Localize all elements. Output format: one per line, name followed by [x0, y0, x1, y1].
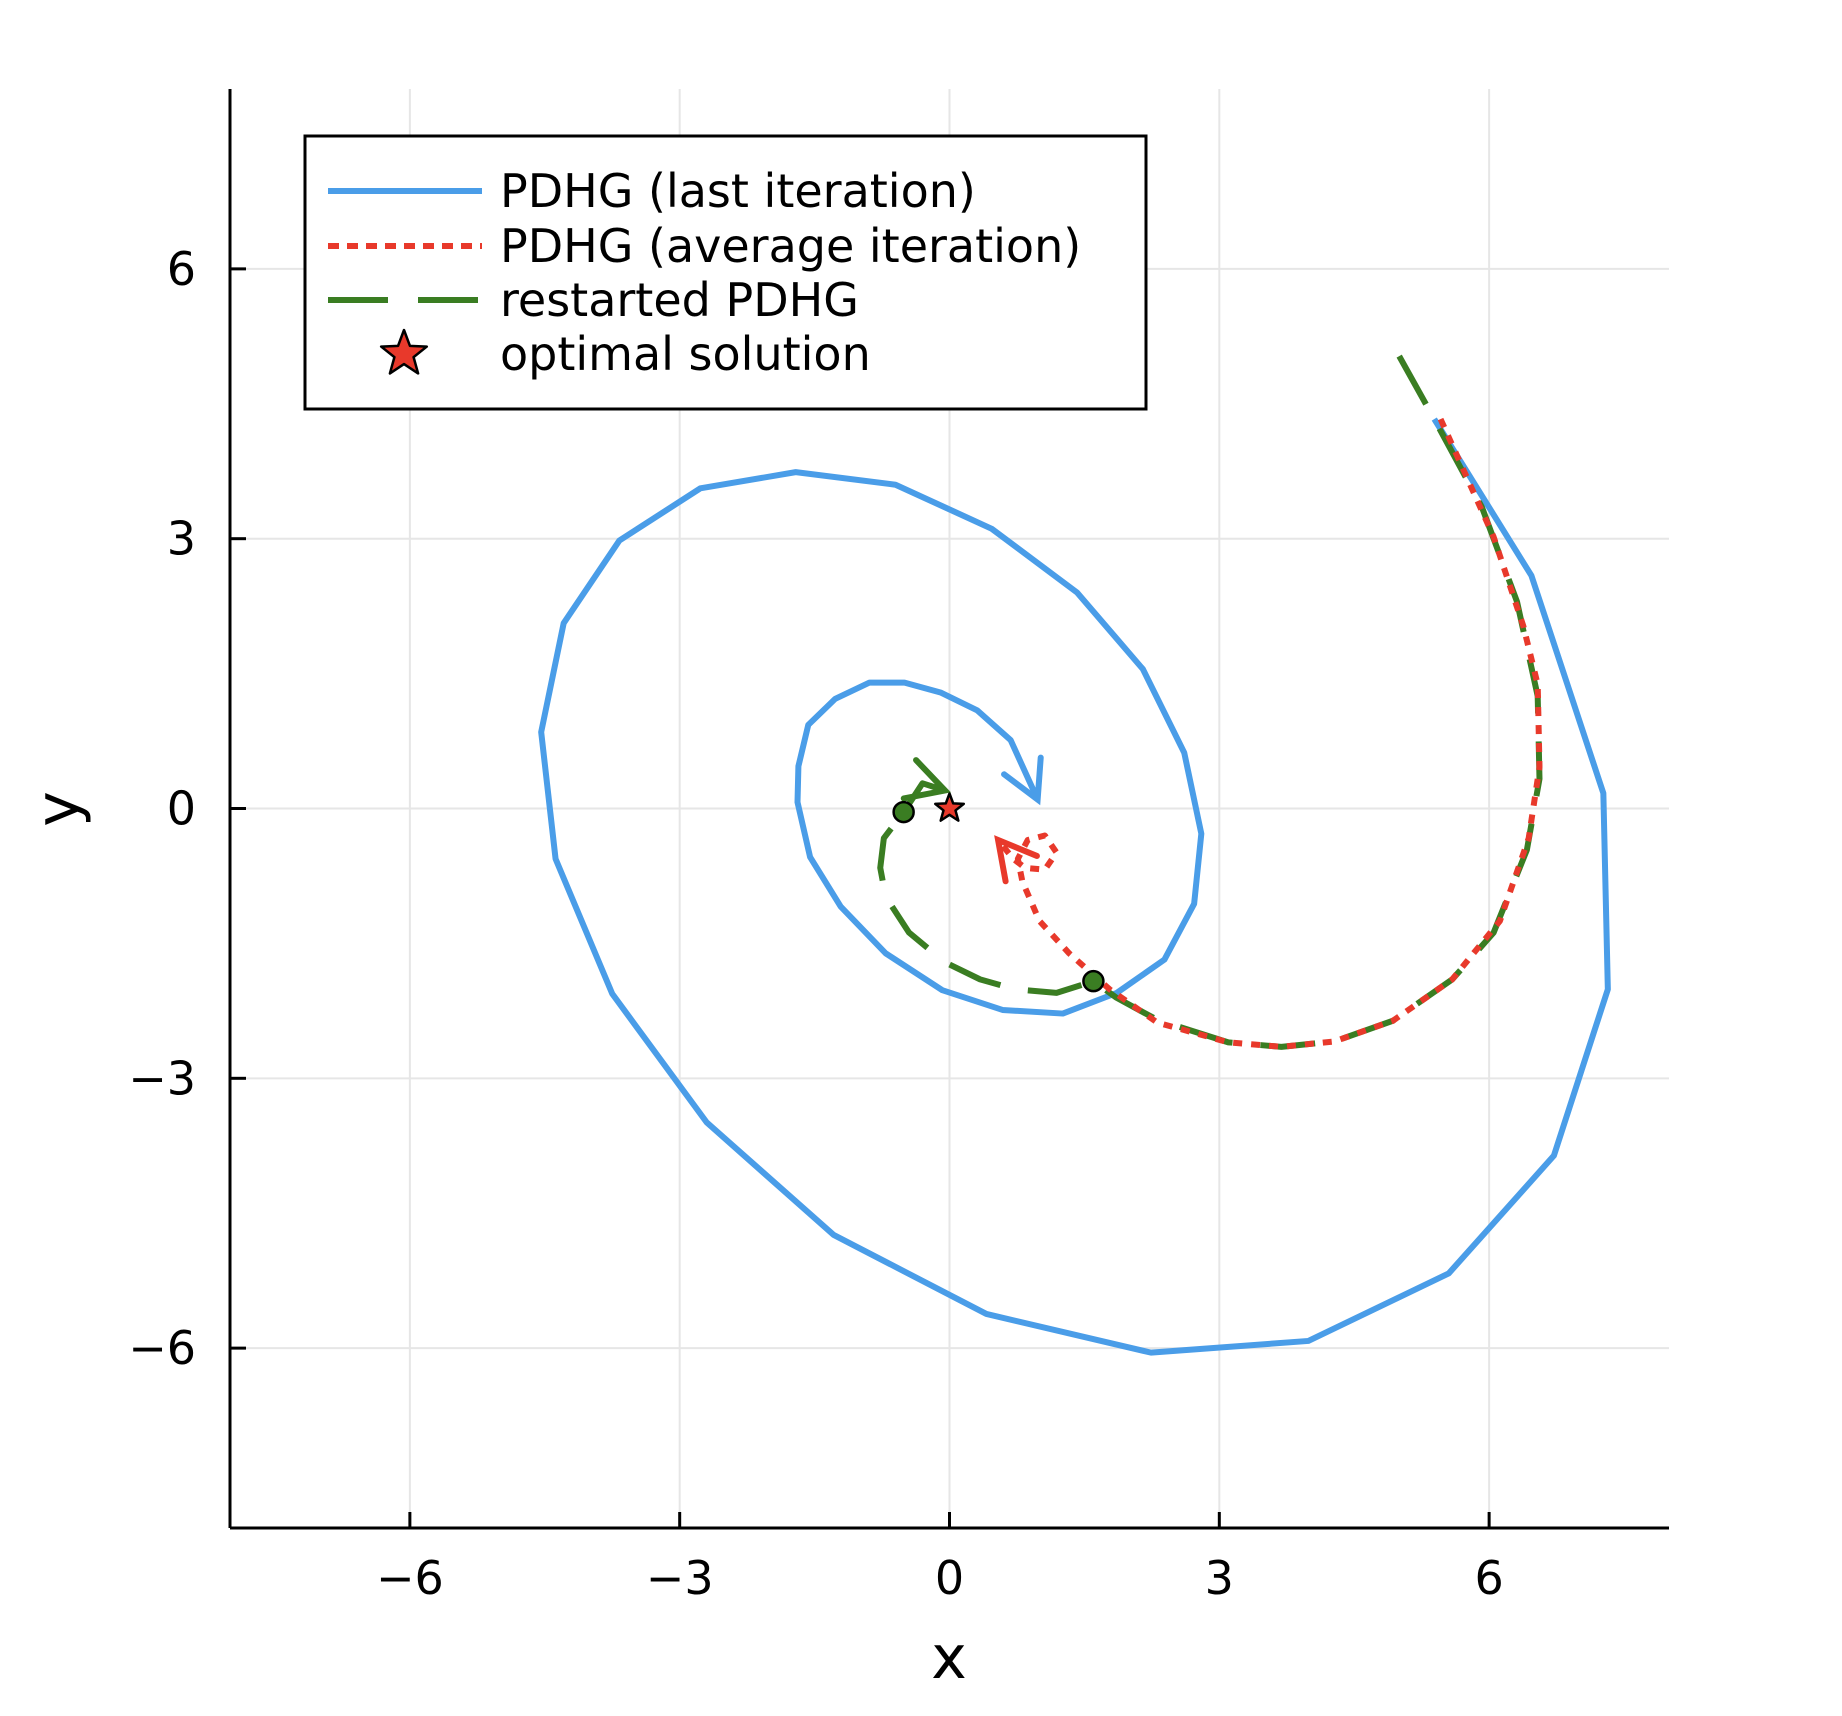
arrowhead-2: [900, 757, 951, 802]
x-tick-label: −3: [646, 1551, 714, 1605]
x-tick-label: 3: [1205, 1551, 1234, 1605]
legend-label-last-iteration: PDHG (last iteration): [500, 164, 976, 218]
y-tick-label: 6: [167, 242, 196, 296]
axes: [228, 89, 1669, 1530]
series-line-1: [995, 417, 1543, 1050]
y-tick-label: 3: [167, 512, 196, 566]
legend-box: [303, 134, 1148, 411]
arrowhead-0: [1001, 754, 1044, 806]
x-tick-label: 6: [1474, 1551, 1503, 1605]
series-layer: [538, 354, 1611, 1356]
optimal-solution-star: [933, 792, 966, 822]
arrowhead-1: [994, 835, 1040, 885]
y-tick-label: −3: [128, 1051, 196, 1105]
y-tick-label: −6: [128, 1321, 196, 1375]
y-tick-label: 0: [167, 782, 196, 836]
legend-star-icon: [379, 328, 429, 375]
series-line-0: [538, 417, 1611, 1356]
x-tick-label: 0: [935, 1551, 964, 1605]
legend: PDHG (last iteration) PDHG (average iter…: [303, 134, 1148, 411]
x-axis-label: x: [931, 1623, 967, 1693]
legend-star-marker: [379, 328, 429, 375]
restart-marker: [1082, 969, 1105, 993]
y-axis-label: y: [23, 791, 93, 827]
legend-label-restarted: restarted PDHG: [500, 273, 859, 327]
legend-label-average-iteration: PDHG (average iteration): [500, 219, 1081, 273]
legend-label-optimal-solution: optimal solution: [500, 327, 871, 381]
series-line-2: [877, 354, 1543, 1050]
restart-marker: [892, 800, 915, 824]
x-tick-label: −6: [376, 1551, 444, 1605]
tick-labels: −6 −3 0 3 6 −6 −3 0 3 6: [128, 242, 1504, 1605]
